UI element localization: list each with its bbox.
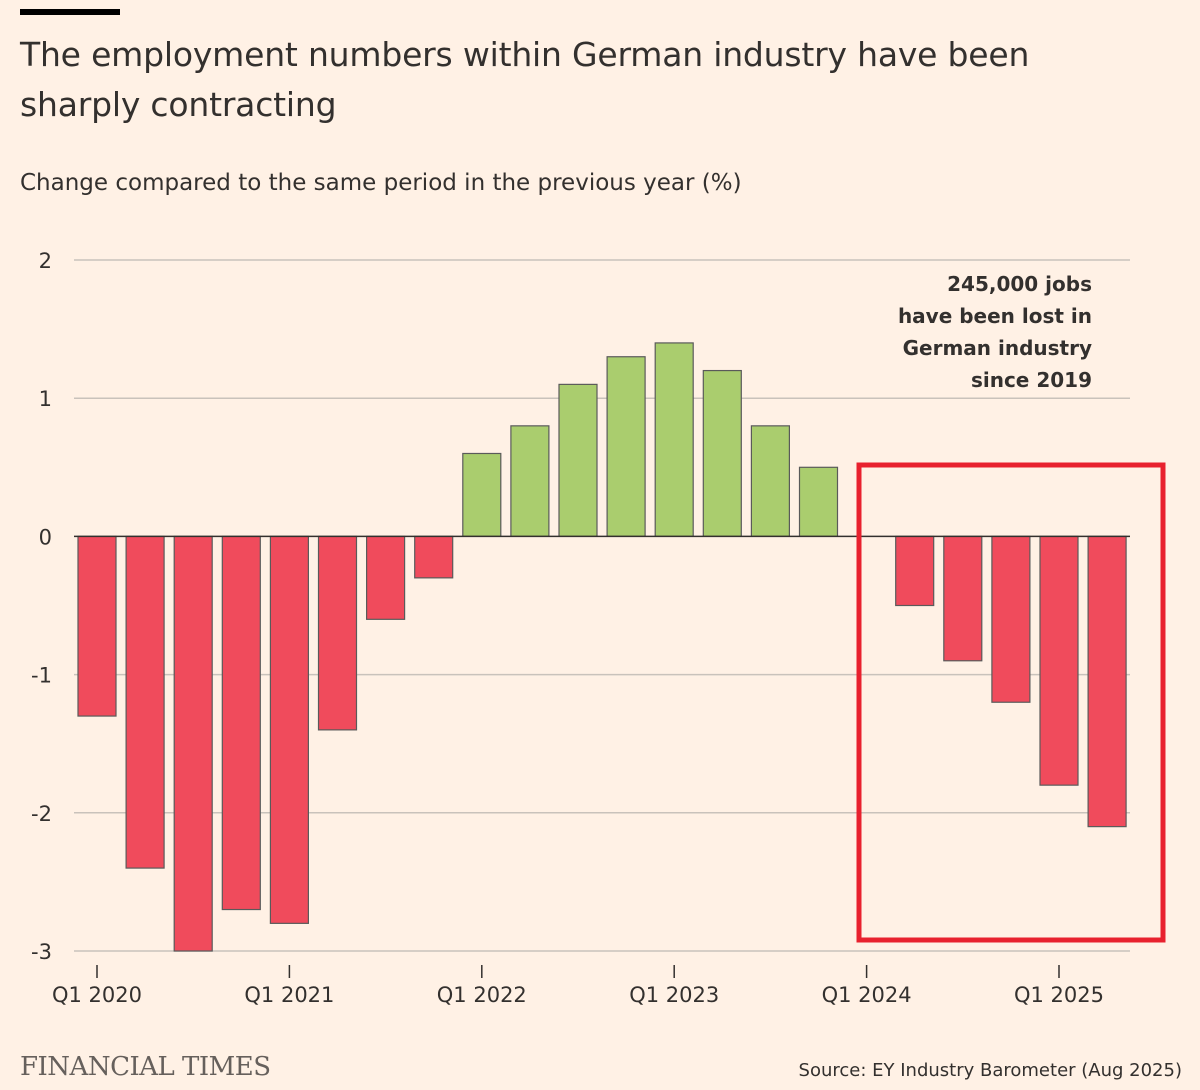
bar-q1-2025 xyxy=(1039,535,1079,786)
bar-q4-2020 xyxy=(221,535,261,911)
x-tick-label: Q1 2025 xyxy=(1014,983,1104,1007)
bar-q3-2022 xyxy=(558,383,598,538)
bar-q2-2024 xyxy=(895,535,935,607)
y-tick-label: -1 xyxy=(31,664,52,688)
bar-q4-2022 xyxy=(606,356,646,537)
bar-q2-2021 xyxy=(317,535,358,731)
bar-q4-2024 xyxy=(991,535,1031,703)
annotation-line: since 2019 xyxy=(971,368,1092,392)
x-tick-label: Q1 2024 xyxy=(822,983,912,1007)
bar-q1-2020 xyxy=(77,535,117,717)
x-tick-label: Q1 2022 xyxy=(437,983,527,1007)
bar-q2-2023 xyxy=(702,369,742,537)
annotation-line: 245,000 jobs xyxy=(947,272,1092,296)
chart-subtitle: Change compared to the same period in th… xyxy=(20,170,742,196)
annotation-line: have been lost in xyxy=(898,304,1092,328)
bar-q1-2021 xyxy=(269,535,309,924)
top-accent-bar xyxy=(20,9,120,15)
chart-title: The employment numbers within German ind… xyxy=(20,35,1030,124)
bar-q3-2020 xyxy=(173,535,213,952)
x-tick-label: Q1 2020 xyxy=(52,983,142,1007)
x-tick-label: Q1 2023 xyxy=(629,983,719,1007)
y-tick-label: 2 xyxy=(39,249,52,273)
ft-brand-logo: FINANCIAL TIMES xyxy=(20,1052,271,1082)
y-tick-label: -2 xyxy=(31,802,52,826)
bar-q3-2024 xyxy=(943,535,983,662)
bar-q3-2023 xyxy=(750,425,791,537)
bar-q1-2022 xyxy=(462,452,502,538)
bar-q4-2023 xyxy=(798,466,839,537)
source-note: Source: EY Industry Barometer (Aug 2025) xyxy=(798,1060,1182,1081)
x-tick-label: Q1 2021 xyxy=(244,983,334,1007)
annotation: 245,000 jobs have been lost in German indu… xyxy=(898,272,1092,392)
bars xyxy=(77,342,1127,952)
y-axis-ticks: 2 1 0 -1 -2 -3 xyxy=(31,249,52,964)
y-tick-label: 0 xyxy=(39,525,52,549)
y-tick-label: -3 xyxy=(31,940,52,964)
highlight-box xyxy=(856,462,1166,943)
annotation-line: German industry xyxy=(903,336,1092,360)
bar-q4-2021 xyxy=(414,535,454,579)
bar-q1-2023 xyxy=(654,342,694,538)
bar-q2-2020 xyxy=(125,535,165,869)
bar-q2-2022 xyxy=(510,425,550,537)
x-axis-ticks: Q1 2020 Q1 2021 Q1 2022 Q1 2023 Q1 2024 Q1 20… xyxy=(52,965,1104,1007)
bar-q2-2025 xyxy=(1087,535,1127,828)
bar-q3-2021 xyxy=(366,535,406,620)
y-tick-label: 1 xyxy=(39,387,52,411)
